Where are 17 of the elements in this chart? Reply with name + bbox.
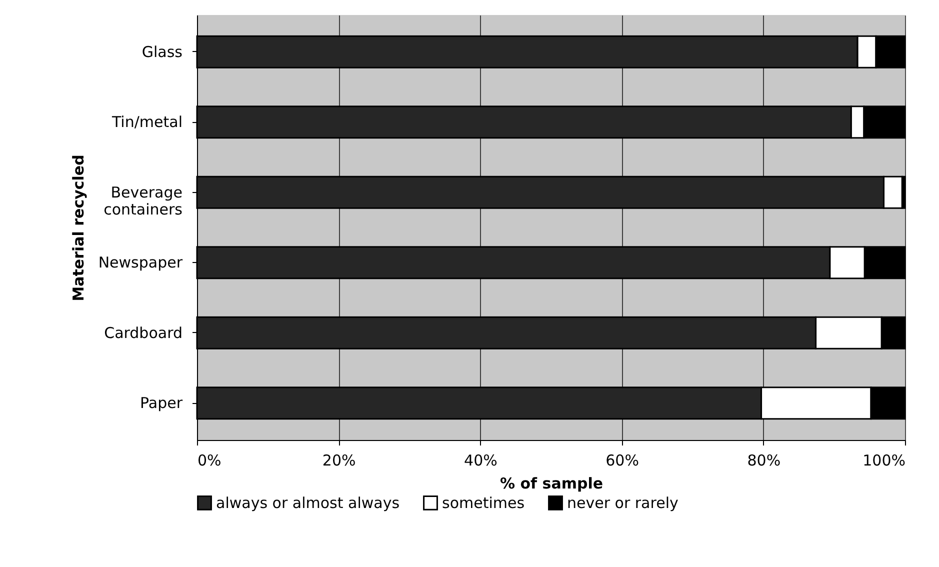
y-axis-title: Material recycled <box>69 154 88 302</box>
x-tick-label: 80% <box>747 452 781 470</box>
y-tick-label: Tin/metal <box>110 113 182 132</box>
x-axis-title: % of sample <box>500 474 604 492</box>
legend-label: sometimes <box>442 494 525 512</box>
x-tick-label: 0% <box>198 452 222 470</box>
y-tick-label: Cardboard <box>104 324 182 342</box>
y-tick-label: Glass <box>142 42 183 61</box>
x-tick-label: 60% <box>606 452 639 470</box>
legend-label: never or rarely <box>567 494 678 512</box>
legend-label: always or almost always <box>216 494 400 512</box>
x-tick-label: 20% <box>322 452 356 470</box>
y-tick-label: Newspaper <box>98 254 184 272</box>
x-tick-label: 100% <box>862 452 906 470</box>
x-tick-label: 40% <box>464 452 498 470</box>
y-tick-label: Beverage containers <box>104 183 183 218</box>
y-tick-label: Paper <box>140 394 184 412</box>
